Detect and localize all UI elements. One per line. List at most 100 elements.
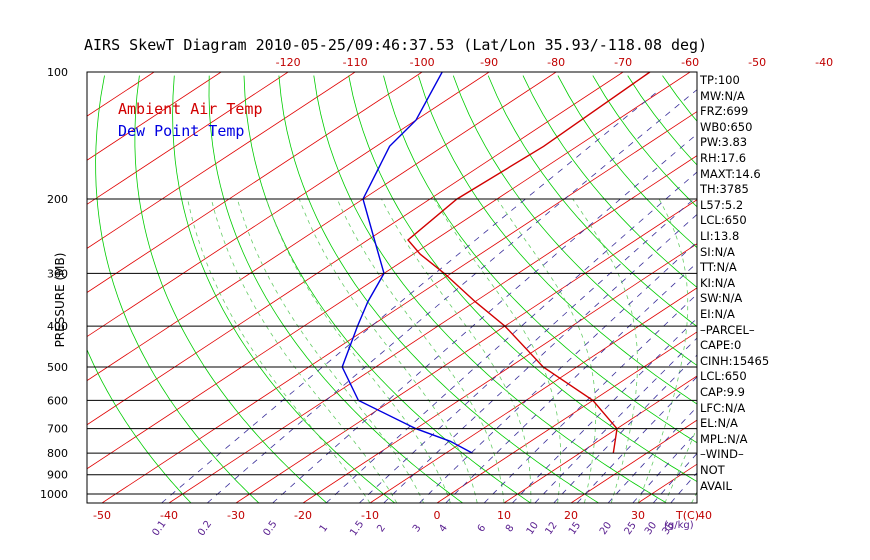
- dry-adiabat-line: [348, 75, 697, 483]
- moist-adiabat-line: [210, 198, 398, 503]
- mixing-ratio-label: 6: [476, 523, 489, 535]
- isotherm-line: [87, 72, 423, 293]
- moist-adiabat-line: [237, 198, 424, 503]
- chart-title: AIRS SkewT Diagram 2010-05-25/09:46:37.5…: [84, 36, 708, 54]
- mixing-ratio-line: [383, 213, 697, 503]
- top-temp-tick-label: -70: [614, 56, 632, 69]
- mixing-ratio-line: [576, 376, 697, 503]
- mixing-ratio-line: [419, 241, 697, 503]
- mixing-ratio-line: [359, 195, 697, 503]
- mixing-ratio-unit: (g/kg): [664, 520, 694, 531]
- isotherm-line: [637, 463, 697, 503]
- pressure-tick-label: 900: [47, 469, 68, 482]
- index-line: RH:17.6: [700, 151, 747, 165]
- mixing-ratio-label: 25: [623, 520, 639, 537]
- dry-adiabat-line: [627, 75, 697, 166]
- index-line: MPL:N/A: [700, 431, 748, 446]
- moist-adiabat-line: [637, 198, 689, 503]
- dry-adiabat-line: [732, 76, 870, 503]
- pressure-tick-label: 200: [47, 193, 68, 206]
- mixing-ratio-label: 8: [504, 523, 517, 535]
- index-line: LFC:N/A: [700, 400, 746, 415]
- bottom-temp-tick-label: 20: [564, 509, 578, 522]
- dry-adiabat-line: [95, 75, 260, 503]
- index-line: SI:N/A: [700, 244, 735, 259]
- plot-area: [0, 72, 870, 503]
- moist-adiabat-line: [496, 198, 597, 503]
- isotherm-line: [772, 72, 870, 503]
- mixing-ratio-line: [445, 262, 697, 503]
- dry-adiabat-line: [278, 75, 599, 503]
- mixing-ratio-label: 30: [643, 520, 659, 537]
- isotherm-line: [87, 72, 691, 470]
- dry-adiabat-line: [418, 75, 697, 405]
- mixing-ratio-label: 0.5: [261, 519, 279, 538]
- mixing-ratio-line: [670, 472, 697, 503]
- pressure-tick-label: 100: [47, 66, 68, 79]
- index-line: L57:5.2: [700, 197, 744, 212]
- dry-adiabat-line: [134, 75, 328, 503]
- legend-dewpoint-label: Dew Point Temp: [118, 122, 245, 140]
- bottom-temp-tick-label: -20: [294, 509, 312, 522]
- dry-adiabat-line: [313, 75, 667, 503]
- mixing-ratio-line: [325, 171, 697, 503]
- plot-frame: [86, 71, 698, 504]
- bottom-temp-tick-label: 10: [497, 509, 511, 522]
- index-line: –WIND–: [700, 447, 744, 462]
- isotherm-line: [87, 72, 88, 73]
- top-temp-tick-label: -40: [815, 56, 833, 69]
- legend-dewpoint: Dew Point Temp: [118, 122, 244, 140]
- index-line: AVAIL: [700, 478, 732, 493]
- dry-adiabat-line: [802, 76, 870, 503]
- bottom-temp-tick-label: 0: [434, 509, 441, 522]
- bottom-temp-tick-label: -10: [361, 509, 379, 522]
- dry-adiabat-line: [522, 75, 697, 288]
- isotherm-line: [87, 72, 490, 338]
- dry-adiabat-line: [243, 75, 531, 503]
- x-axis-label: T(C): [675, 509, 699, 522]
- index-line: EL:N/A: [700, 416, 738, 431]
- mixing-ratio-line: [632, 431, 697, 503]
- bottom-temp-tick-label: -40: [160, 509, 178, 522]
- index-line: LCL:650: [700, 213, 747, 228]
- moist-adiabat-line: [266, 198, 451, 503]
- mixing-ratio-label: 2: [375, 523, 388, 535]
- mixing-ratio-label: 3: [411, 523, 424, 535]
- pressure-tick-label: 500: [47, 361, 68, 374]
- moist-adiabat-line: [187, 199, 371, 503]
- moist-adiabat-line: [433, 198, 561, 503]
- index-line: TT:N/A: [700, 260, 737, 275]
- top-temp-tick-label: -120: [276, 56, 301, 69]
- mixing-ratio-label: 20: [598, 520, 614, 537]
- dry-adiabat-line: [383, 75, 697, 444]
- dry-adiabat-line: [487, 75, 697, 328]
- bottom-temp-tick-label: 40: [698, 509, 712, 522]
- top-temp-tick-label: -80: [547, 56, 565, 69]
- top-temp-tick-label: -100: [410, 56, 435, 69]
- index-line: MW:N/A: [700, 88, 745, 103]
- isotherm-line: [369, 287, 697, 503]
- isotherm-line: [101, 111, 697, 503]
- isotherm-line: [0, 72, 20, 503]
- dry-adiabat-line: [87, 348, 192, 503]
- isotherm-line: [87, 72, 289, 205]
- isotherm-line: [168, 155, 697, 503]
- ambient-temp-line: [407, 72, 651, 454]
- index-line: TP:100: [700, 73, 740, 87]
- index-line: LI:13.8: [700, 229, 740, 243]
- mixing-ratio-line: [483, 293, 697, 503]
- mixing-ratio-line: [206, 89, 697, 503]
- mixing-ratio-label: 1: [318, 523, 331, 535]
- index-line: WB0:650: [700, 119, 753, 134]
- dry-adiabat-line: [208, 75, 463, 503]
- mixing-ratio-line: [652, 452, 697, 503]
- index-line: SW:N/A: [700, 291, 743, 306]
- dew-point-line: [341, 72, 473, 454]
- top-temp-tick-label: -50: [748, 56, 766, 69]
- index-line: –PARCEL–: [700, 322, 755, 337]
- index-line: CINH:15465: [700, 353, 770, 368]
- pressure-tick-label: 1000: [40, 488, 68, 501]
- y-axis-label: PRESSURE (MB): [53, 252, 67, 348]
- index-line: TH:3785: [700, 182, 749, 197]
